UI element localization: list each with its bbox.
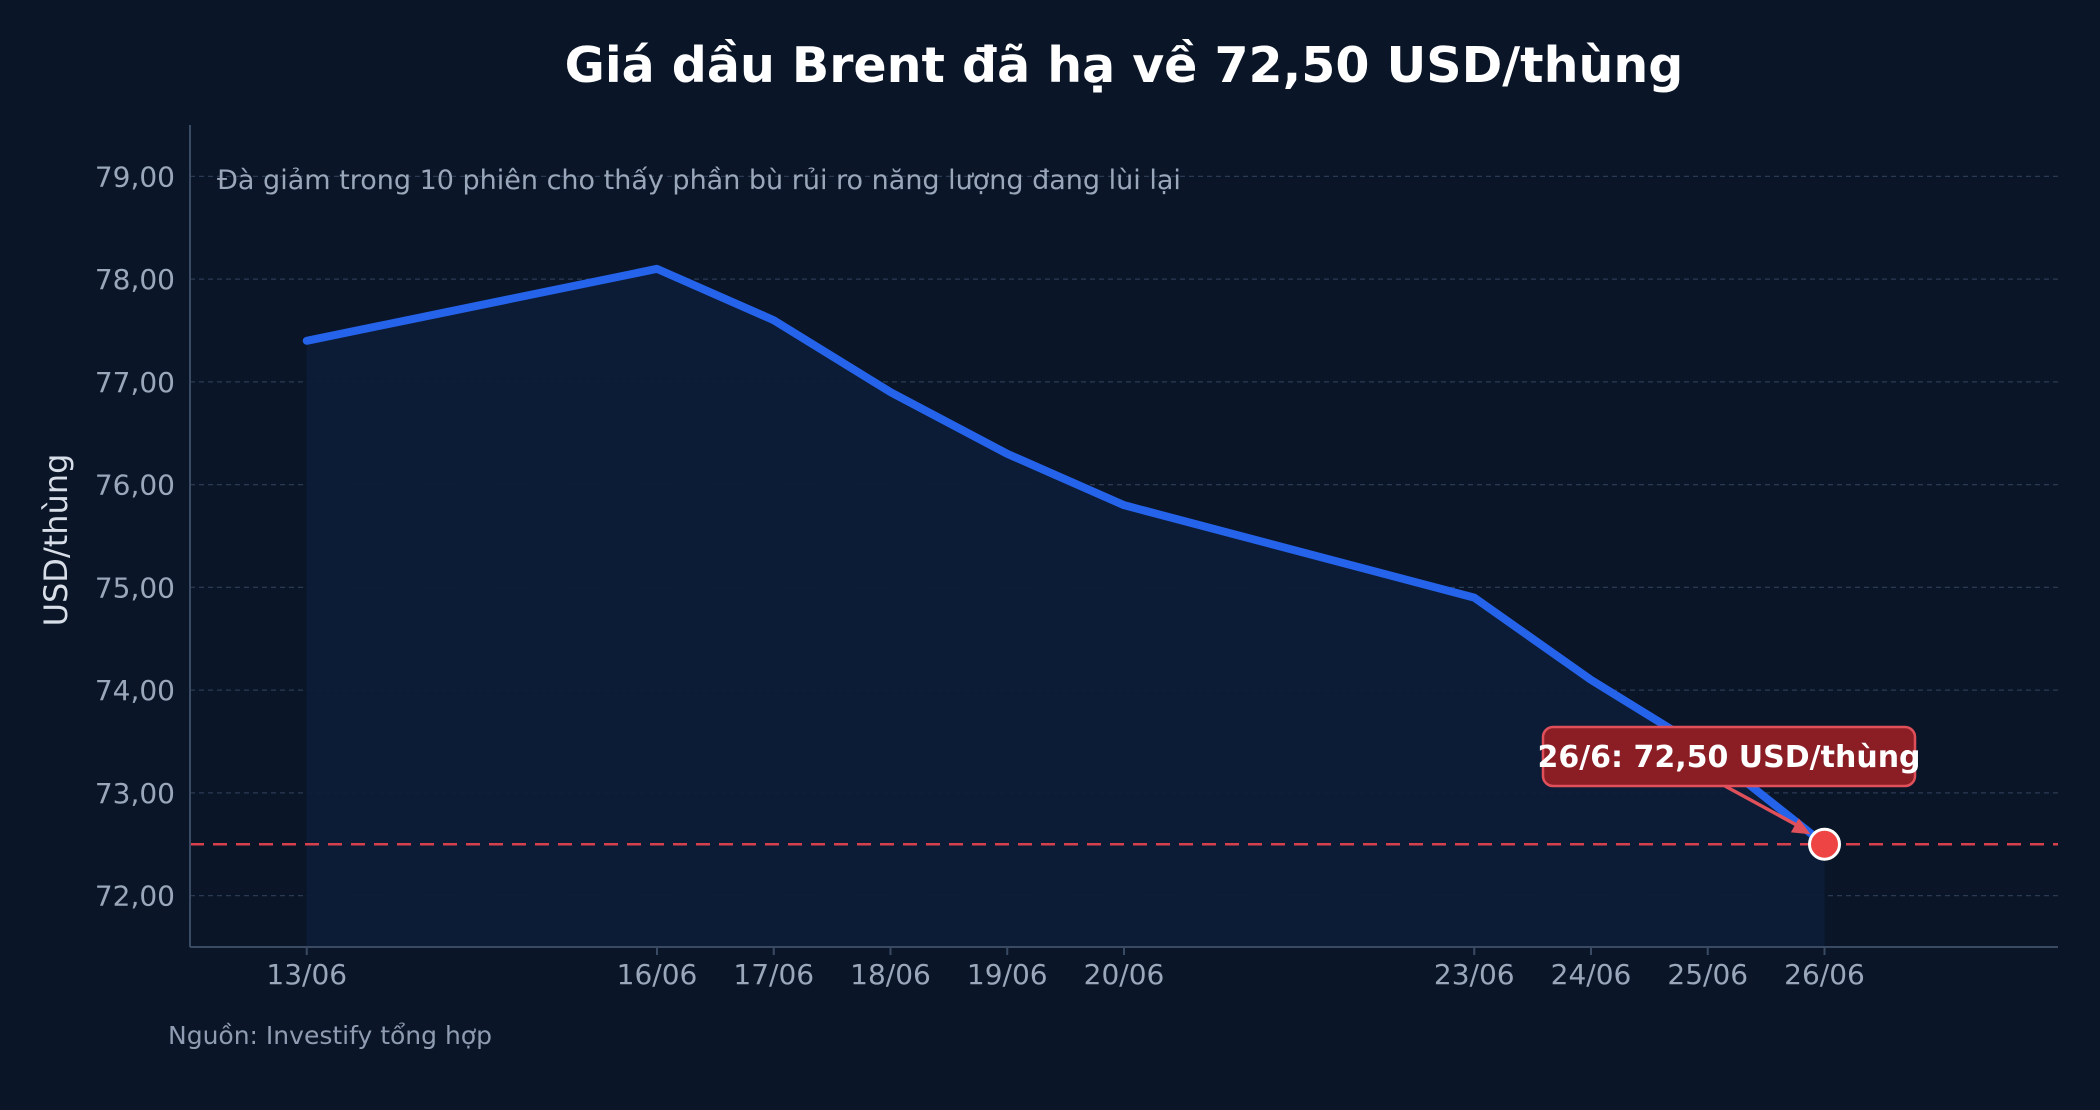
y-tick-label: 72,00 — [95, 880, 175, 913]
y-tick-label: 75,00 — [95, 571, 175, 604]
x-tick-label: 20/06 — [1084, 958, 1165, 991]
y-axis-label: USD/thùng — [37, 454, 75, 627]
highlight-point — [1808, 827, 1841, 861]
annotation-text: 26/6: 72,50 USD/thùng — [1537, 740, 1920, 775]
x-tick-label: 23/06 — [1434, 958, 1515, 991]
series-line-layer — [302, 264, 1829, 849]
x-tick-label: 24/06 — [1551, 958, 1632, 991]
y-tick-label: 74,00 — [95, 674, 175, 707]
series-area — [306, 268, 1825, 948]
annotation-box — [1541, 725, 1917, 788]
x-tick-label: 16/06 — [617, 958, 698, 991]
x-tick-label: 18/06 — [850, 958, 931, 991]
y-tick-label: 73,00 — [95, 777, 175, 810]
x-tick-label: 17/06 — [733, 958, 814, 991]
x-tick-label: 13/06 — [266, 958, 347, 991]
axes — [189, 125, 2058, 955]
y-tick-label: 78,00 — [95, 263, 175, 296]
annotation-layer: 26/6: 72,50 USD/thùng — [1537, 725, 1921, 861]
chart-subtitle: Đà giảm trong 10 phiên cho thấy phần bù … — [217, 165, 1181, 196]
chart-title: Giá dầu Brent đã hạ về 72,50 USD/thùng — [565, 37, 1684, 94]
x-tick-label: 26/06 — [1784, 958, 1865, 991]
source-note: Nguồn: Investify tổng hợp — [168, 1021, 492, 1050]
x-tick-label: 19/06 — [967, 958, 1048, 991]
annotation-arrowhead — [1790, 818, 1811, 835]
y-tick-label: 76,00 — [95, 469, 175, 502]
series-line — [302, 264, 1829, 849]
y-tick-label: 77,00 — [95, 366, 175, 399]
annotation-arrow — [1724, 784, 1804, 830]
tick-labels: 72,00 73,00 74,00 75,00 76,00 77,00 78,00 79,00… — [95, 160, 1865, 991]
area-fill — [306, 268, 1825, 948]
x-tick-label: 25/06 — [1667, 958, 1748, 991]
y-tick-label: 79,00 — [95, 160, 175, 193]
